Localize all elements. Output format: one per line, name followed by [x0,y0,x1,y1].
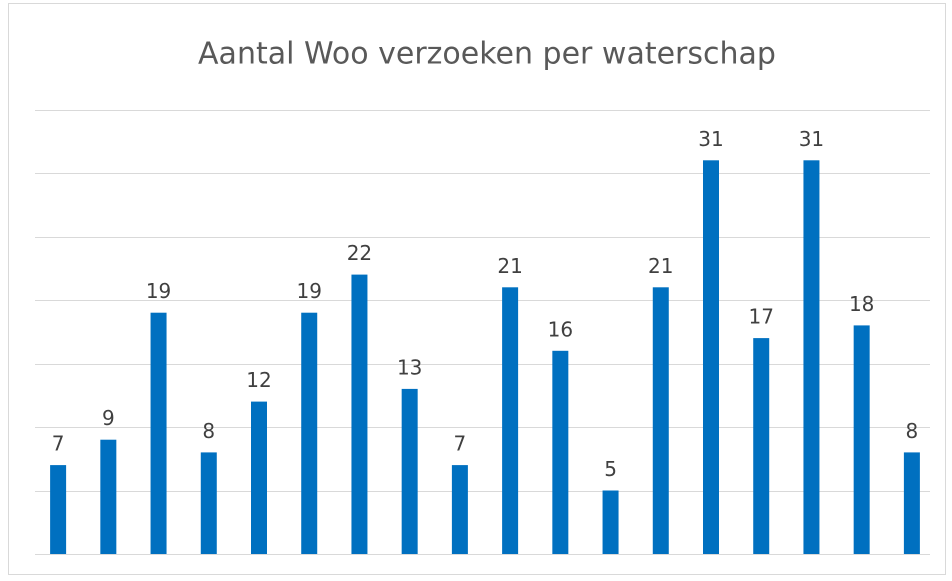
data-label: 17 [748,305,773,329]
bar [150,312,167,554]
data-label: 7 [454,432,467,456]
data-label: 21 [648,254,673,278]
bar [803,160,820,555]
data-label: 12 [246,368,271,392]
bar [552,350,569,554]
bar [50,465,67,554]
data-label: 19 [146,279,171,303]
bar [100,439,117,554]
chart-title: Aantal Woo verzoeken per waterschap [198,37,776,72]
bar [602,490,619,554]
data-label: 22 [347,241,372,265]
data-label: 7 [52,432,65,456]
data-label: 5 [604,457,617,481]
bar [903,452,920,554]
bar [200,452,217,554]
bar [451,465,468,554]
data-label: 31 [698,127,723,151]
data-label: 31 [799,127,824,151]
data-label: 8 [906,419,919,443]
bar [652,287,669,554]
data-label: 19 [296,279,321,303]
bar [753,338,770,554]
bar [251,401,267,554]
bar [502,287,519,554]
bar [703,160,719,555]
data-label: 8 [202,419,215,443]
data-label: 9 [102,406,115,430]
data-label: 18 [849,292,874,316]
bar [401,388,418,554]
data-label: 13 [397,355,422,379]
data-label: 16 [548,317,573,341]
data-label: 21 [497,254,522,278]
bar [351,274,368,554]
bar [853,325,870,554]
bar [301,312,318,554]
